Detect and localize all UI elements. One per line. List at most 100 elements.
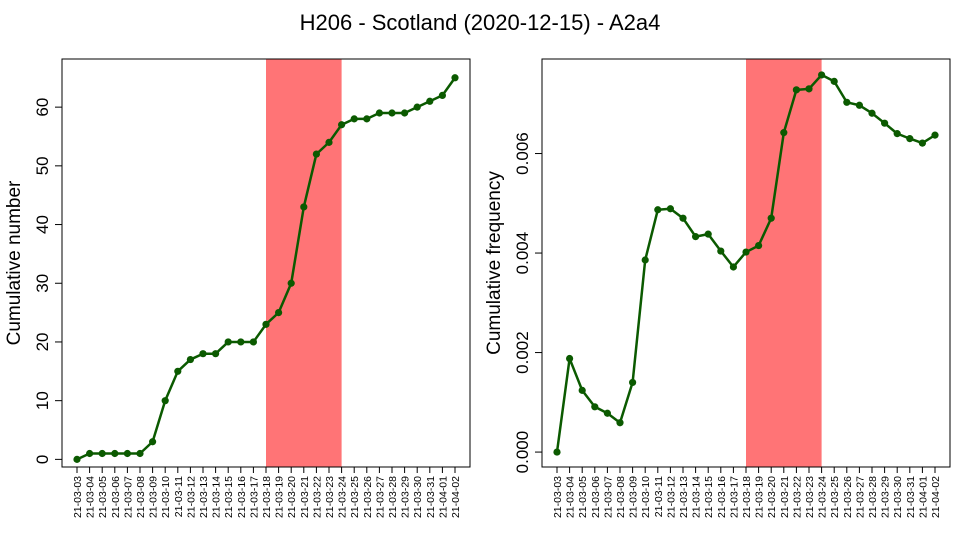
- data-point: [666, 205, 675, 213]
- x-tick-label: 21-03-25: [349, 476, 361, 518]
- x-tick-label: 21-03-31: [425, 476, 437, 518]
- x-tick-label: 21-03-27: [854, 476, 866, 518]
- data-point: [249, 338, 257, 346]
- data-point: [755, 241, 763, 250]
- data-point: [262, 320, 270, 328]
- x-tick-label: 21-03-26: [362, 476, 374, 518]
- figure-title: H206 - Scotland (2020-12-15) - A2a4: [299, 10, 661, 35]
- data-point: [679, 214, 687, 222]
- data-point: [237, 338, 245, 346]
- data-point: [591, 403, 599, 411]
- data-point: [566, 354, 574, 363]
- x-tick-label: 21-03-17: [728, 476, 740, 518]
- x-tick-label: 21-03-18: [261, 476, 273, 518]
- data-point: [906, 135, 914, 143]
- y-axis-label: Cumulative frequency: [484, 171, 505, 355]
- y-tick-label: 0.000: [513, 431, 532, 474]
- data-point: [275, 309, 283, 317]
- data-point: [413, 103, 421, 111]
- data-point: [893, 130, 901, 138]
- data-point: [603, 409, 612, 417]
- x-tick-label: 21-03-31: [905, 476, 917, 518]
- y-tick-label: 20: [33, 332, 52, 351]
- data-point: [692, 233, 700, 241]
- x-tick-label: 21-03-20: [286, 476, 298, 518]
- x-tick-label: 21-03-09: [148, 476, 160, 518]
- data-point: [111, 449, 119, 458]
- data-point: [641, 256, 649, 264]
- x-tick-label: 21-04-02: [930, 476, 942, 518]
- data-point: [73, 455, 81, 463]
- x-tick-label: 21-03-18: [741, 476, 753, 518]
- data-point: [401, 109, 409, 117]
- data-point: [881, 119, 889, 127]
- x-tick-label: 21-03-14: [691, 476, 703, 518]
- x-tick-label: 21-03-04: [565, 476, 577, 518]
- data-point: [199, 350, 207, 358]
- x-tick-label: 21-03-22: [791, 476, 803, 518]
- x-tick-label: 21-03-03: [72, 476, 84, 518]
- x-tick-label: 21-03-20: [766, 476, 778, 518]
- x-tick-label: 21-03-16: [236, 476, 248, 518]
- x-tick-label: 21-03-07: [602, 476, 614, 518]
- highlight-band: [266, 59, 342, 467]
- x-tick-label: 21-03-23: [804, 476, 816, 518]
- data-point: [704, 230, 712, 238]
- x-tick-label: 21-04-01: [437, 476, 449, 518]
- x-tick-label: 21-03-21: [299, 476, 311, 518]
- x-tick-label: 21-03-27: [374, 476, 386, 518]
- x-tick-label: 21-03-08: [615, 476, 627, 518]
- x-tick-label: 21-03-11: [173, 476, 185, 517]
- x-tick-label: 21-03-06: [590, 476, 602, 518]
- x-tick-label: 21-03-07: [122, 476, 134, 518]
- data-point: [174, 367, 182, 375]
- data-point: [767, 214, 775, 222]
- x-tick-label: 21-03-12: [185, 476, 197, 518]
- data-point: [363, 115, 371, 123]
- data-point: [224, 338, 232, 346]
- x-tick-label: 21-03-21: [779, 476, 791, 518]
- y-tick-label: 0: [33, 455, 52, 464]
- data-point: [578, 386, 586, 394]
- x-tick-label: 21-03-15: [703, 476, 715, 518]
- y-tick-label: 40: [33, 215, 52, 234]
- data-point: [325, 138, 333, 146]
- data-point: [729, 263, 738, 271]
- y-tick-label: 50: [33, 156, 52, 175]
- data-point: [805, 85, 813, 93]
- x-tick-label: 21-03-23: [324, 476, 336, 518]
- x-tick-label: 21-03-19: [274, 476, 286, 518]
- x-tick-label: 21-03-29: [400, 476, 412, 518]
- data-point: [742, 248, 750, 256]
- data-point: [855, 101, 864, 109]
- x-tick-label: 21-04-02: [450, 476, 462, 518]
- data-point: [792, 86, 801, 94]
- x-tick-label: 21-03-30: [412, 476, 424, 518]
- x-tick-label: 21-03-28: [867, 476, 879, 518]
- data-point: [136, 449, 144, 458]
- data-point: [843, 98, 851, 106]
- y-tick-label: 0.006: [513, 132, 532, 175]
- x-tick-label: 21-03-28: [387, 476, 399, 518]
- x-tick-label: 21-03-13: [198, 476, 210, 518]
- highlight-band: [746, 59, 822, 467]
- data-point: [312, 150, 320, 158]
- data-point: [426, 97, 434, 105]
- x-tick-label: 21-03-19: [754, 476, 766, 518]
- x-tick-label: 21-03-26: [842, 476, 854, 518]
- cumulative-frequency-chart: 0.000 0.002 0.004 0.006 Cumulative frequency…: [484, 58, 951, 518]
- x-tick-label: 21-03-06: [110, 476, 122, 518]
- data-point: [123, 449, 131, 458]
- data-point: [918, 139, 927, 147]
- x-tick-label: 21-03-12: [665, 476, 677, 518]
- data-point: [818, 71, 826, 79]
- data-point: [616, 419, 624, 427]
- x-tick-label: 21-03-10: [160, 476, 172, 518]
- data-point: [868, 109, 876, 117]
- x-tick-label: 21-03-05: [97, 476, 109, 518]
- y-tick-label: 0.004: [513, 232, 532, 275]
- x-tick-label: 21-03-29: [880, 476, 892, 518]
